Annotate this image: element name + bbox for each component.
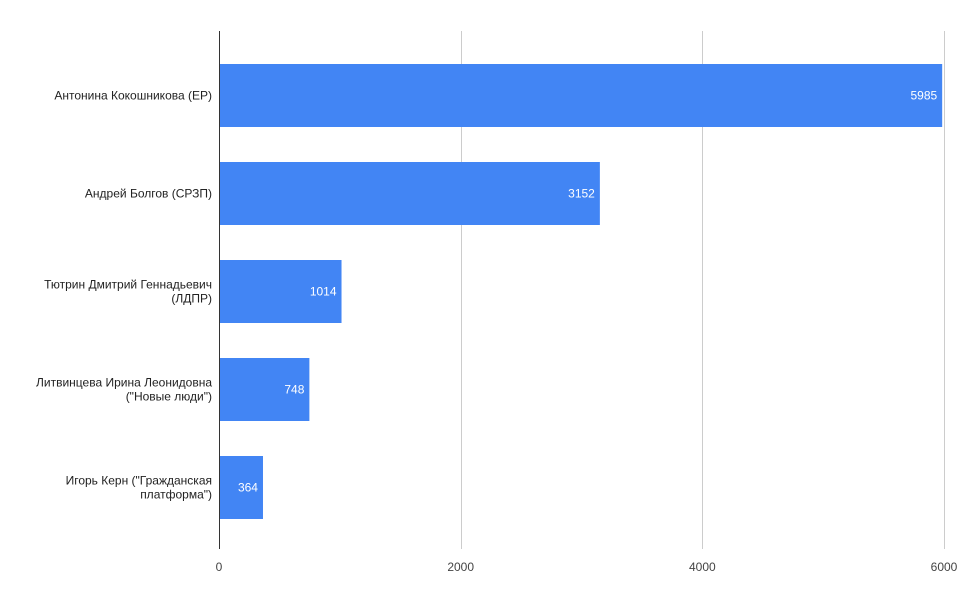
category-labels: Антонина Кокошникова (ЕР) Андрей Болгов (…	[36, 89, 212, 502]
category-label-line-2-0: Тютрин Дмитрий Геннадьевич	[44, 278, 212, 292]
data-label-1: 3152	[568, 187, 595, 201]
bars	[219, 64, 943, 519]
data-label-0: 5985	[910, 89, 937, 103]
bar-3	[219, 358, 310, 421]
x-tick-label-2: 4000	[689, 560, 716, 574]
category-label-line-2-1: (ЛДПР)	[171, 292, 212, 306]
category-label-line-3-0: Литвинцева Ирина Леонидовна	[36, 376, 212, 390]
category-label-2: Тютрин Дмитрий Геннадьевич (ЛДПР)	[44, 278, 212, 306]
category-label-line-4-1: платформа")	[140, 488, 212, 502]
category-label-line-0-0: Антонина Кокошникова (ЕР)	[54, 89, 212, 103]
data-label-4: 364	[238, 481, 258, 495]
x-tick-label-0: 0	[216, 560, 223, 574]
data-label-2: 1014	[310, 285, 337, 299]
bar-0	[219, 64, 943, 127]
x-tick-label-1: 2000	[447, 560, 474, 574]
x-tick-label-3: 6000	[931, 560, 958, 574]
category-label-4: Игорь Керн ("Гражданская платформа")	[66, 474, 212, 502]
data-labels: 5985 3152 1014 748 364	[238, 89, 938, 495]
category-label-line-4-0: Игорь Керн ("Гражданская	[66, 474, 212, 488]
data-label-3: 748	[284, 383, 304, 397]
category-label-3: Литвинцева Ирина Леонидовна ("Новые люди"…	[36, 376, 212, 404]
x-tick-labels: 0 2000 4000 6000	[216, 560, 958, 574]
category-label-0: Антонина Кокошникова (ЕР)	[54, 89, 212, 103]
category-label-line-1-0: Андрей Болгов (СРЗП)	[85, 187, 212, 201]
bar-1	[219, 162, 600, 225]
bar-4	[219, 456, 263, 519]
category-label-line-3-1: ("Новые люди")	[126, 390, 212, 404]
category-label-1: Андрей Болгов (СРЗП)	[85, 187, 212, 201]
bar-2	[219, 260, 342, 323]
